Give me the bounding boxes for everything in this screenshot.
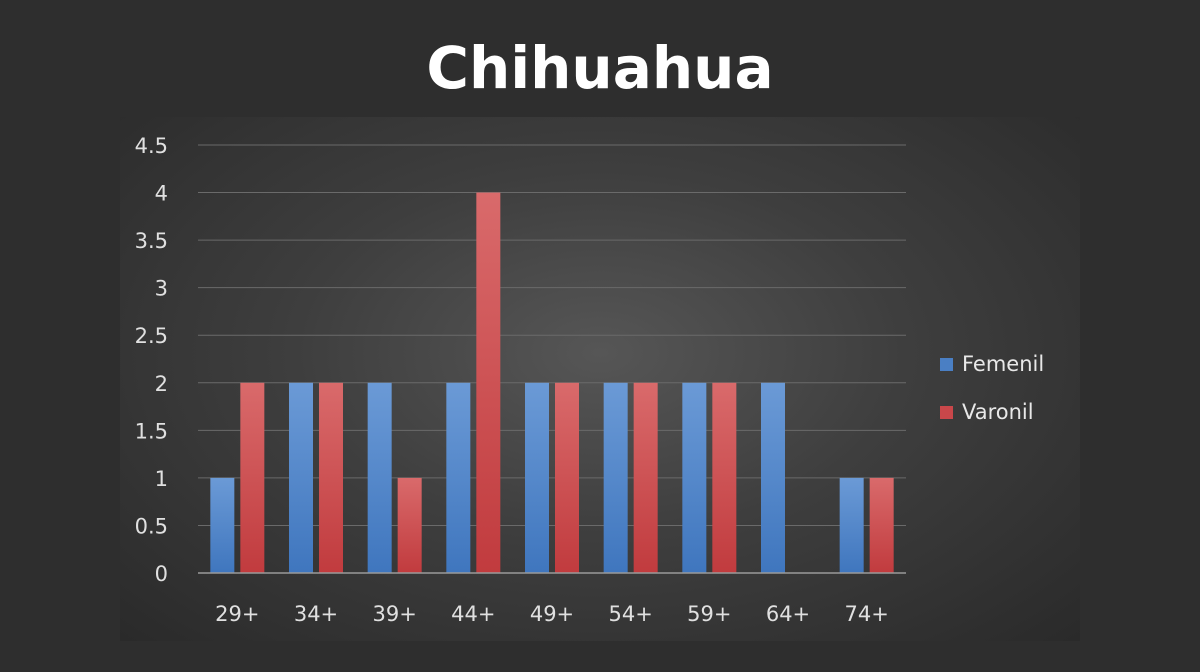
y-tick-label: 1.5 [135,419,168,443]
bar-femenil-34plus [289,382,313,573]
x-tick-label: 59+ [687,602,731,626]
legend-item-varonil: Varonil [940,388,1044,436]
legend-swatch-varonil [940,405,953,419]
bar-varonil-34plus [319,382,343,573]
bar-varonil-74plus [869,477,894,573]
y-tick-label: 2.5 [135,324,168,348]
y-tick-label: 2 [155,372,168,396]
x-tick-label: 74+ [845,602,889,626]
bar-varonil-59plus [712,382,737,573]
bar-femenil-39plus [367,382,392,573]
bar-femenil-54plus [603,382,628,573]
bar-femenil-44plus [446,382,471,573]
y-tick-label: 0.5 [135,514,168,538]
x-tick-label: 29+ [215,602,259,626]
x-tick-label: 54+ [609,602,653,626]
chart-legend: Femenil Varonil [940,340,1044,436]
bar-varonil-54plus [633,382,658,573]
bar-femenil-59plus [682,382,707,573]
x-tick-label: 49+ [530,602,574,626]
bar-femenil-64plus [761,382,785,573]
bar-varonil-49plus [555,382,579,573]
legend-item-femenil: Femenil [940,340,1044,388]
y-tick-label: 4.5 [135,134,168,158]
bar-femenil-49plus [525,382,549,573]
bar-femenil-29plus [210,477,235,573]
legend-label-varonil: Varonil [962,400,1034,424]
x-tick-label: 39+ [373,602,417,626]
bar-varonil-44plus [476,192,501,574]
bar-varonil-29plus [240,382,265,573]
y-tick-label: 3.5 [135,229,168,253]
x-tick-label: 44+ [451,602,495,626]
y-tick-label: 0 [155,562,168,586]
legend-swatch-femenil [940,357,953,371]
legend-label-femenil: Femenil [962,352,1045,376]
plot-background [120,117,1080,641]
y-tick-label: 4 [155,182,168,206]
x-tick-label: 34+ [294,602,338,626]
bar-femenil-74plus [839,477,864,573]
chart-title: Chihuahua [426,34,774,102]
bar-varonil-39plus [397,477,422,573]
y-tick-label: 3 [155,277,168,301]
y-tick-label: 1 [155,467,168,491]
x-tick-label: 64+ [766,602,810,626]
